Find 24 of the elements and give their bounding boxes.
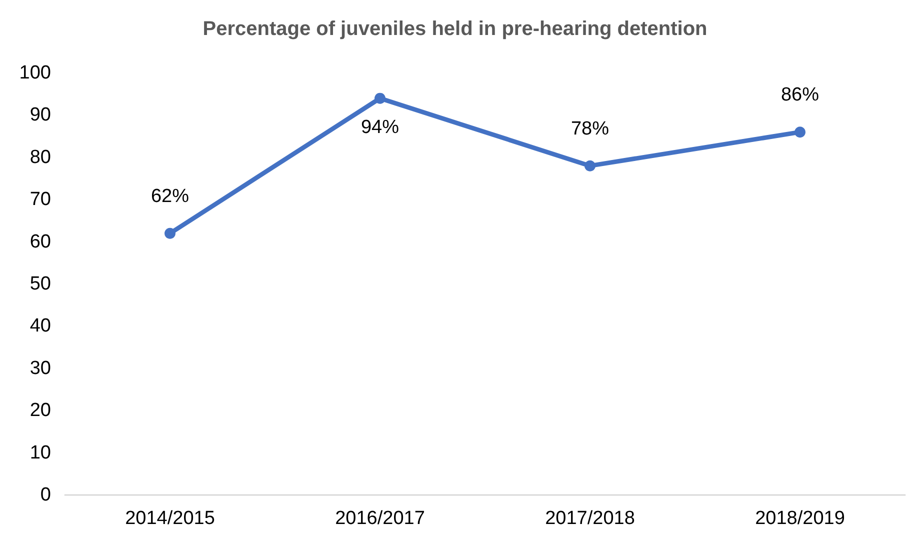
data-label: 86% [780,84,820,106]
y-tick-label: 0 [40,484,51,506]
y-tick-label: 70 [30,189,51,210]
y-tick-label: 30 [30,358,51,379]
point [794,126,806,138]
point [164,228,176,239]
data-label: 78% [570,118,610,140]
x-tick-label: 2017/2018 [545,508,635,529]
y-tick-label: 80 [30,146,51,168]
y-tick-label: 50 [30,274,51,294]
x-tick-label: 2014/2015 [125,508,215,529]
x-tick-label: 2016/2017 [335,508,425,529]
x-tick-label: 2018/2019 [755,508,845,529]
y-tick-label: 100 [19,62,51,84]
y-tick-label: 40 [30,316,51,337]
point [584,160,596,172]
y-tick-label: 90 [30,104,51,126]
data-label: 62% [150,186,190,207]
y-tick-label: 20 [30,400,51,422]
y-tick-label: 60 [30,231,51,252]
chart-title: Percentage of juveniles held in pre-hearing detention [202,18,708,40]
y-tick-label: 10 [30,442,51,464]
point [374,92,386,104]
data-label: 94% [360,116,400,138]
